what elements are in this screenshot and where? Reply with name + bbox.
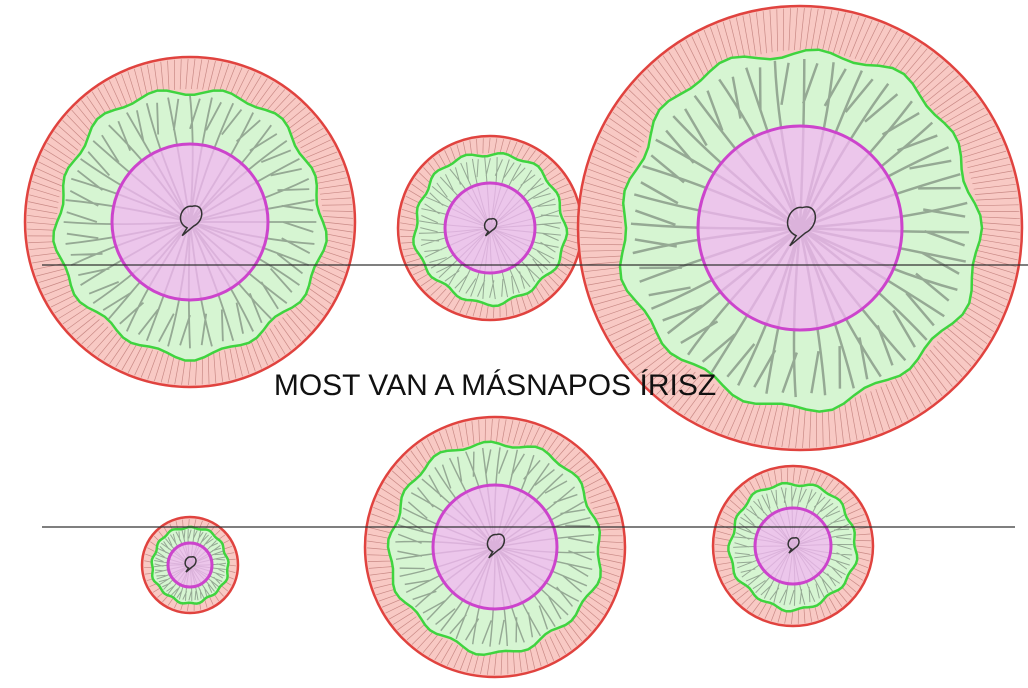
illustration: MOST VAN A MÁSNAPOS ÍRISZ bbox=[0, 0, 1028, 688]
iris-pupil bbox=[433, 485, 557, 609]
iris-pupil bbox=[755, 508, 831, 584]
iris bbox=[365, 417, 625, 677]
iris-group bbox=[25, 6, 1022, 677]
iris bbox=[713, 466, 873, 626]
iris-pupil bbox=[112, 144, 268, 300]
iris-pupil bbox=[445, 183, 535, 273]
iris bbox=[25, 57, 355, 387]
caption: MOST VAN A MÁSNAPOS ÍRISZ bbox=[274, 369, 716, 402]
iris-pupil bbox=[698, 126, 902, 330]
iris bbox=[142, 517, 238, 613]
iris bbox=[398, 136, 582, 320]
iris-pupil bbox=[168, 543, 212, 587]
